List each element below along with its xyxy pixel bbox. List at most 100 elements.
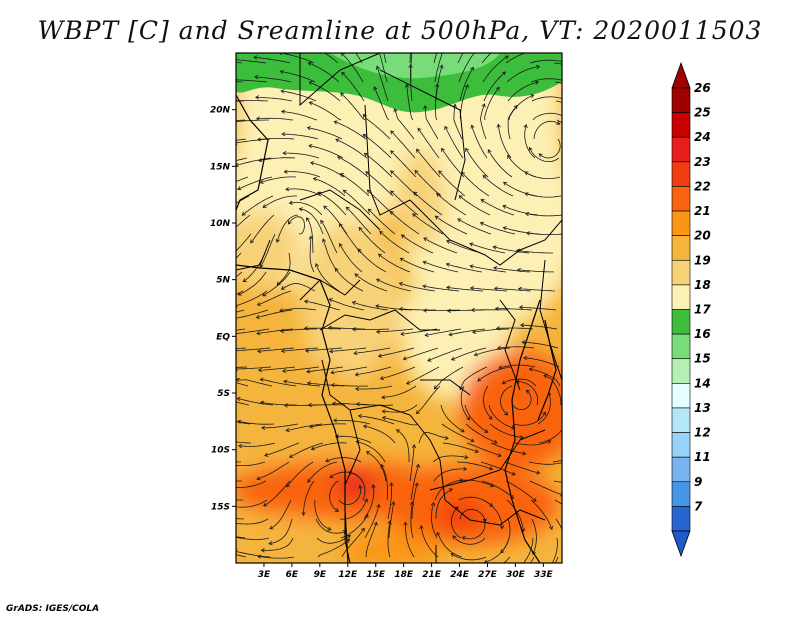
- streamline: [400, 258, 435, 273]
- streamline: [450, 553, 487, 561]
- streamline: [464, 404, 488, 433]
- streamline-arrowhead: [584, 94, 587, 97]
- streamline: [446, 286, 484, 292]
- streamline-arrowhead: [281, 131, 286, 137]
- streamline: [334, 121, 367, 140]
- streamline-arrowhead: [501, 71, 506, 76]
- chart-title: WBPT [C] and Sreamline at 500hPa, VT: 20…: [37, 16, 763, 45]
- streamline: [413, 191, 443, 216]
- streamline: [269, 499, 292, 530]
- streamline-arrowhead: [464, 83, 469, 89]
- streamline: [504, 461, 540, 474]
- streamline: [390, 211, 420, 235]
- streamline-arrowhead: [524, 192, 529, 197]
- streamline: [388, 501, 394, 539]
- streamline: [258, 157, 296, 162]
- streamline-arrowhead: [375, 304, 380, 309]
- streamline-arrowhead: [535, 64, 541, 70]
- streamline-arrowhead: [255, 95, 260, 100]
- streamline: [256, 117, 294, 121]
- streamline-arrowhead: [458, 195, 463, 200]
- streamline-arrowhead: [373, 521, 378, 526]
- colorbar-label: 13: [694, 401, 711, 415]
- streamline-arrowhead: [530, 94, 535, 99]
- streamline: [495, 308, 533, 311]
- streamline-arrowhead: [262, 204, 267, 208]
- streamline: [432, 455, 468, 463]
- streamline-arrowhead: [238, 443, 243, 449]
- streamline: [236, 328, 270, 334]
- streamline-arrowhead: [495, 86, 500, 91]
- streamline-arrowhead: [482, 174, 487, 179]
- streamline: [516, 381, 539, 406]
- streamline: [533, 120, 560, 140]
- streamline-arrowhead: [211, 547, 214, 550]
- streamline: [399, 308, 436, 311]
- streamline-arrowhead: [564, 98, 568, 101]
- colorbar-label: 20: [694, 229, 711, 243]
- streamline: [482, 499, 503, 529]
- lat-tick-label: 5N: [216, 276, 230, 286]
- streamline: [236, 421, 251, 425]
- streamline: [481, 53, 492, 64]
- streamline-arrowhead: [416, 148, 420, 153]
- streamline-arrowhead: [345, 206, 350, 211]
- streamline-arrowhead: [390, 130, 395, 135]
- colorbar-swatch: [671, 333, 691, 360]
- streamline-arrowhead: [211, 366, 214, 370]
- streamline-arrowhead: [231, 485, 234, 489]
- streamline-arrowhead: [584, 72, 588, 75]
- streamline-arrowhead: [280, 285, 286, 290]
- streamline-arrowhead: [434, 83, 440, 88]
- colorbar-bottom-arrow: [671, 530, 691, 558]
- streamline: [552, 459, 562, 463]
- colorbar: 26 25 24 23 22 21 20 19 18 17 16 15 14 13 12 11 9 7: [671, 61, 711, 558]
- streamline: [307, 127, 343, 140]
- streamline-arrowhead: [492, 245, 497, 250]
- streamline-arrowhead: [283, 379, 288, 384]
- streamline-arrowhead: [536, 470, 541, 475]
- streamline-arrowhead: [340, 35, 343, 38]
- streamline: [383, 53, 387, 64]
- streamline-arrowhead: [269, 525, 274, 530]
- streamline-arrowhead: [469, 286, 475, 291]
- streamline-arrowhead: [236, 162, 239, 167]
- streamline-arrowhead: [389, 210, 394, 216]
- streamline-arrowhead: [520, 323, 525, 328]
- streamline: [466, 442, 502, 457]
- streamline: [236, 138, 247, 141]
- streamline-arrowhead: [584, 513, 587, 517]
- streamline-arrowhead: [215, 436, 218, 440]
- lon-tick-label: 24E: [450, 570, 470, 580]
- streamline: [403, 347, 439, 360]
- streamline: [469, 243, 506, 254]
- streamline: [354, 273, 388, 292]
- colorbar-label: 23: [694, 155, 711, 169]
- streamline-arrowhead: [209, 300, 212, 304]
- streamline: [340, 173, 370, 197]
- streamline-arrowhead: [285, 187, 290, 192]
- streamline-arrowhead: [472, 329, 477, 334]
- streamline-arrowhead: [501, 380, 506, 385]
- streamline: [236, 401, 250, 406]
- streamline: [553, 480, 562, 483]
- colorbar-label: 12: [694, 426, 711, 440]
- lat-tick-label: EQ: [216, 332, 230, 342]
- streamline: [334, 267, 364, 292]
- streamline: [236, 366, 248, 368]
- streamline: [483, 71, 506, 102]
- streamline-arrowhead: [268, 541, 273, 546]
- colorbar-label: 14: [694, 376, 711, 390]
- streamline: [285, 188, 322, 197]
- streamline-arrowhead: [419, 525, 424, 530]
- streamline: [236, 382, 249, 387]
- streamline-arrowhead: [515, 248, 521, 253]
- streamline: [424, 105, 439, 140]
- streamline-arrowhead: [497, 453, 502, 458]
- streamline: [519, 306, 557, 311]
- streamline: [530, 78, 562, 83]
- streamline-arrowhead: [208, 315, 211, 319]
- streamline-arrowhead: [413, 191, 418, 196]
- streamline: [416, 148, 441, 178]
- streamline-arrowhead: [493, 266, 498, 271]
